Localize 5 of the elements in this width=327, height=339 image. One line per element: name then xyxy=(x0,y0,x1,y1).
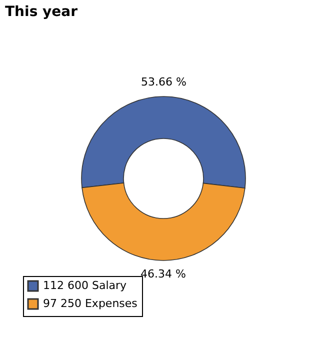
legend-label: 97 250 Expenses xyxy=(43,297,138,310)
data-label: 53.66 % xyxy=(141,76,186,88)
legend-label: 112 600 Salary xyxy=(43,279,128,292)
data-label: 46.34 % xyxy=(140,268,186,280)
chart-title: This year xyxy=(5,4,78,20)
